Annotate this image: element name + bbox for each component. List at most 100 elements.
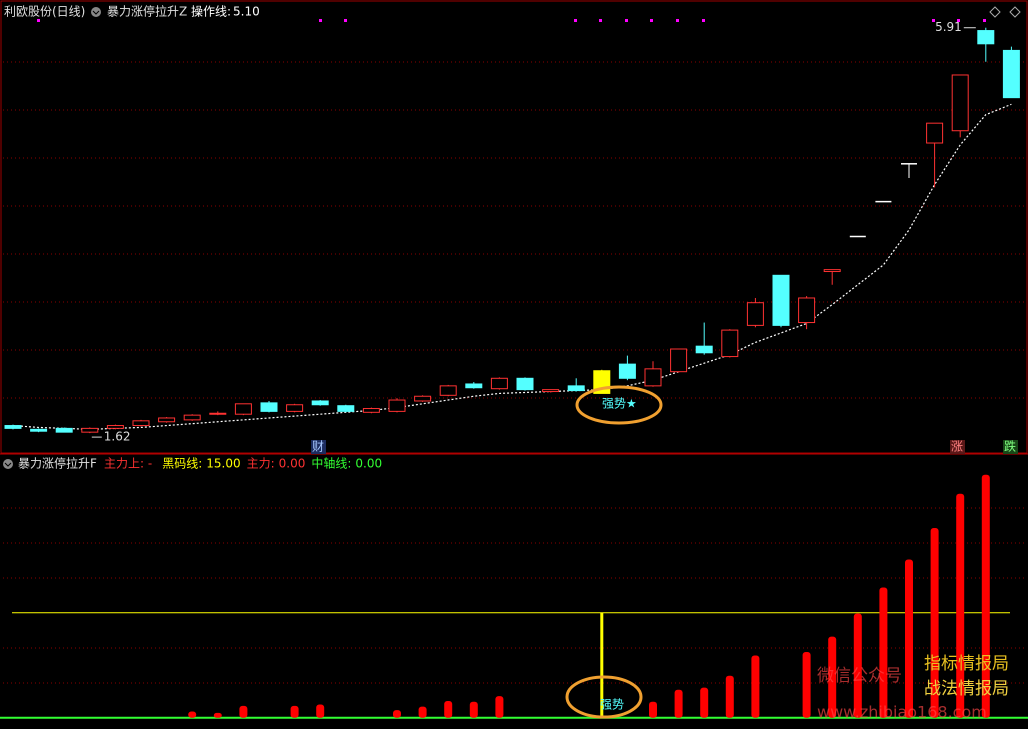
- bar: [393, 710, 401, 718]
- candle-body: [4, 425, 22, 429]
- ma-name: 操作线:: [191, 4, 231, 19]
- signal-marker: [599, 19, 602, 22]
- signal-marker: [702, 19, 705, 22]
- candle-body: [644, 368, 662, 387]
- highlight-circle: [565, 675, 643, 719]
- candle-body: [670, 348, 688, 373]
- signal-marker: [344, 19, 347, 22]
- candle-body: [798, 297, 816, 324]
- watermark: 指标情报局: [924, 654, 1009, 674]
- candle-body: [260, 402, 278, 412]
- bar: [751, 655, 760, 718]
- ma-value: 5.10: [233, 5, 260, 19]
- badge[interactable]: 财: [312, 440, 324, 454]
- candle-body: [772, 274, 790, 326]
- panel-title: 暴力涨停拉升F: [18, 456, 97, 471]
- dropdown-icon[interactable]: [91, 7, 101, 17]
- annotation: 强势: [600, 698, 624, 712]
- bar: [879, 587, 888, 718]
- icon-diamond[interactable]: [1009, 6, 1021, 18]
- ma-line: [12, 103, 1012, 430]
- bar: [828, 636, 837, 718]
- candle-body: [439, 385, 457, 396]
- dropdown-icon[interactable]: [3, 459, 13, 469]
- legend-name: 主力:: [247, 457, 275, 471]
- top-panel-border: [0, 0, 1028, 454]
- candle-body: [30, 428, 48, 432]
- legend-name: 黑码线:: [162, 457, 202, 471]
- badge[interactable]: 涨: [951, 439, 963, 454]
- signal-marker: [650, 19, 653, 22]
- watermark: www.zhibiao168.com: [817, 703, 987, 722]
- candle-body: [618, 363, 636, 379]
- signal-marker: [932, 19, 935, 22]
- candle-body: [465, 383, 483, 389]
- legend-value: 0.00: [279, 457, 306, 471]
- bar: [725, 675, 734, 718]
- bar: [802, 651, 811, 718]
- bar: [418, 706, 427, 718]
- bar: [444, 700, 453, 718]
- candle-body: [158, 417, 176, 423]
- max-label: 5.91: [935, 20, 962, 34]
- bar: [649, 701, 657, 718]
- candle-body: [106, 425, 124, 429]
- candle-body: [132, 420, 150, 427]
- candle-body: [337, 405, 355, 412]
- legend-value: 0.00: [355, 457, 382, 471]
- candle-body: [516, 377, 534, 391]
- signal-markers: [37, 19, 986, 22]
- watermark: 微信公众号: [817, 666, 902, 686]
- candle-body: [721, 329, 739, 358]
- candle-body: [951, 74, 969, 132]
- candle-body: [286, 404, 304, 412]
- dropdown-arrow: [92, 10, 100, 15]
- signal-marker: [574, 19, 577, 22]
- badge-bg: [311, 440, 326, 454]
- candle-body: [542, 389, 560, 393]
- icon-diamond[interactable]: [989, 6, 1001, 18]
- annotation: 强势★: [602, 397, 637, 411]
- legend-name: 中轴线:: [311, 456, 351, 471]
- candle-body: [695, 345, 713, 354]
- bar: [956, 493, 965, 718]
- candle-body: [414, 395, 432, 402]
- bar: [290, 705, 299, 718]
- candle-body: [55, 427, 73, 433]
- candle-body: [209, 412, 227, 415]
- candle-body: [490, 377, 508, 390]
- signal-marker: [625, 19, 628, 22]
- bar: [853, 613, 862, 718]
- signal-marker: [957, 19, 960, 22]
- candle-body: [234, 403, 252, 415]
- candle-body: [823, 269, 841, 273]
- chart-title: 利欧股份(日线): [4, 5, 85, 19]
- candle-body: [362, 408, 380, 413]
- bar: [981, 474, 990, 718]
- candle-body: [388, 399, 406, 412]
- bar: [495, 696, 504, 718]
- bar: [239, 705, 248, 718]
- signal-marker: [319, 19, 322, 22]
- bar: [188, 711, 197, 718]
- bar: [469, 701, 478, 718]
- highlight-circle: [575, 385, 663, 425]
- signal-marker: [983, 19, 986, 22]
- candle-body: [311, 400, 329, 406]
- bar: [674, 689, 683, 718]
- indicator-name: 暴力涨停拉升Z: [107, 4, 187, 19]
- bar: [930, 528, 939, 718]
- badge[interactable]: 跌: [1004, 439, 1016, 454]
- min-label: 1.62: [104, 430, 131, 444]
- watermark: 战法情报局: [924, 679, 1009, 699]
- candle-body: [1002, 49, 1020, 99]
- candle-body: [183, 414, 201, 421]
- legend-name: 主力上: -: [104, 457, 152, 471]
- candle-body: [926, 122, 944, 144]
- dropdown-arrow: [4, 462, 12, 467]
- bar: [700, 687, 709, 718]
- bar: [905, 559, 913, 718]
- candle-body: [977, 30, 995, 45]
